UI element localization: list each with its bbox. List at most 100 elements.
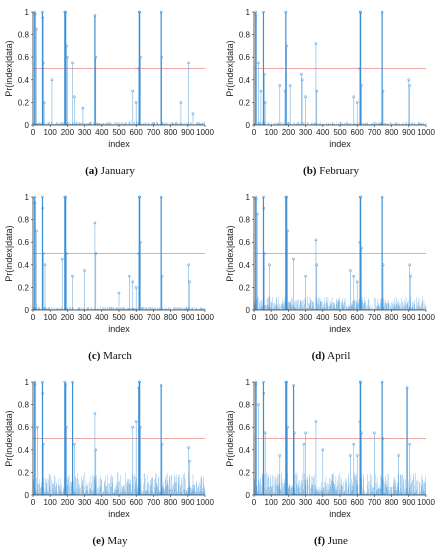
peak-marker — [131, 89, 135, 93]
peak-marker — [256, 403, 260, 406]
y-tick-label: 0.8 — [18, 31, 30, 40]
y-axis-label: Pr(index|data) — [225, 225, 235, 281]
peak-marker — [63, 380, 67, 384]
peak-marker — [314, 238, 318, 242]
panel-letter: (a) — [85, 165, 98, 177]
x-axis-label: index — [329, 139, 351, 149]
x-tick-label: 900 — [181, 313, 195, 322]
peak-marker — [66, 55, 69, 59]
panel-title: January — [97, 165, 135, 177]
stem-chart: 0 100 200 300 400 500 600 700 800 900 1000 0 0.2 0.4 0… — [4, 193, 214, 334]
x-tick-label: 300 — [299, 498, 313, 507]
peak-marker — [352, 95, 356, 99]
peak-marker — [71, 274, 74, 278]
x-tick-label: 500 — [333, 313, 347, 322]
peak-marker — [286, 229, 289, 233]
x-tick-label: 100 — [265, 313, 279, 322]
peak-marker — [64, 10, 68, 14]
peak-marker — [81, 106, 85, 110]
peak-marker — [256, 61, 260, 65]
y-tick-label: 0.4 — [18, 446, 30, 455]
peak-marker — [288, 84, 292, 87]
peak-marker — [285, 380, 289, 384]
peak-marker — [64, 195, 68, 199]
x-tick-label: 200 — [61, 313, 75, 322]
y-tick-label: 0.4 — [239, 76, 251, 85]
peak-marker — [65, 425, 68, 429]
panel-letter: (f) — [314, 535, 326, 547]
x-tick-label: 500 — [112, 498, 126, 507]
peak-marker — [300, 78, 304, 82]
peak-marker — [139, 240, 142, 244]
peak-marker — [65, 252, 68, 255]
peak-marker — [191, 112, 195, 116]
panel-caption: (c) March — [5, 350, 215, 362]
x-tick-label: 700 — [368, 128, 382, 137]
peak-marker — [321, 448, 325, 452]
peak-marker — [284, 10, 288, 14]
y-tick-label: 0.4 — [18, 261, 30, 270]
peak-marker — [262, 206, 266, 210]
y-tick-label: 0.2 — [239, 468, 251, 477]
y-tick-label: 0 — [246, 491, 251, 500]
peak-marker — [41, 61, 45, 65]
peak-marker — [187, 263, 191, 267]
panel-letter: (d) — [311, 350, 326, 362]
x-tick-label: 500 — [333, 498, 347, 507]
y-axis-label: Pr(index|data) — [225, 40, 235, 96]
peak-marker — [259, 89, 263, 93]
peak-marker — [188, 280, 191, 284]
y-tick-label: 0.6 — [18, 53, 30, 62]
noise-stems — [253, 296, 427, 310]
y-tick-label: 1 — [25, 378, 30, 387]
peak-marker — [42, 101, 46, 104]
y-axis-label: Pr(index|data) — [4, 225, 14, 281]
stem-chart: 0 100 200 300 400 500 600 700 800 900 1000 0 0.2 0.4 0… — [4, 378, 214, 519]
peak-marker — [292, 384, 295, 387]
chart-panel: 0 100 200 300 400 500 600 700 800 900 1000 0 0.2 0.4 0… — [4, 187, 215, 367]
peak-marker — [117, 291, 121, 295]
x-tick-label: 700 — [147, 313, 161, 322]
peak-marker — [159, 384, 163, 387]
y-tick-label: 0.2 — [18, 468, 30, 477]
x-tick-label: 0 — [31, 498, 36, 507]
peak-marker — [397, 454, 400, 457]
y-tick-label: 0.4 — [239, 446, 251, 455]
x-tick-label: 900 — [402, 128, 416, 137]
chart-panel: 0 100 200 300 400 500 600 700 800 900 1000 0 0.2 0.4 0… — [225, 187, 436, 367]
y-tick-label: 0.8 — [18, 216, 30, 225]
x-tick-label: 700 — [368, 313, 382, 322]
stem-chart: 0 100 200 300 400 500 600 700 800 900 1000 0 0.2 0.4 0… — [4, 8, 214, 149]
y-tick-label: 0.6 — [239, 238, 251, 247]
peak-marker — [262, 380, 265, 384]
peak-marker — [408, 263, 412, 267]
peak-marker — [127, 274, 131, 278]
y-tick-label: 0.8 — [239, 401, 251, 410]
peak-marker — [254, 197, 258, 201]
peak-marker — [93, 14, 97, 17]
x-axis-label: index — [329, 324, 351, 334]
x-tick-label: 900 — [402, 313, 416, 322]
peak-marker — [355, 280, 359, 284]
peak-marker — [315, 263, 319, 267]
peak-marker — [35, 27, 38, 31]
peak-marker — [278, 454, 282, 457]
y-axis-label: Pr(index|data) — [4, 40, 14, 96]
y-tick-label: 0.8 — [239, 31, 251, 40]
y-tick-label: 0.4 — [18, 76, 30, 85]
x-tick-label: 500 — [112, 313, 126, 322]
peak-marker — [71, 380, 74, 384]
chart-panel: 0 100 200 300 400 500 600 700 800 900 1000 0 0.2 0.4 0… — [225, 372, 436, 552]
y-tick-label: 0.6 — [239, 53, 251, 62]
x-axis-label: index — [108, 139, 130, 149]
y-tick-label: 0.2 — [18, 283, 30, 292]
peak-marker — [263, 101, 267, 104]
y-tick-label: 0.6 — [239, 423, 251, 432]
peak-marker — [304, 274, 307, 278]
peak-marker — [83, 269, 86, 272]
peak-marker — [359, 195, 362, 199]
peak-marker — [360, 84, 363, 87]
peak-marker — [302, 442, 306, 446]
y-tick-label: 0.2 — [18, 98, 30, 107]
peak-marker — [355, 101, 359, 104]
